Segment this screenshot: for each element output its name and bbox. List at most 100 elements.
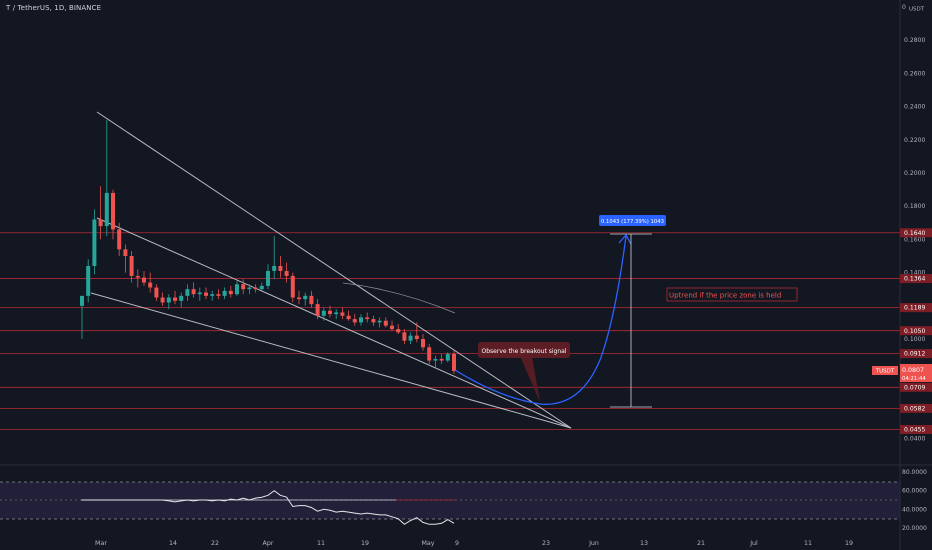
candlestick-series [80,119,456,374]
time-tick-4: 11 [317,540,325,547]
candle-49 [383,317,388,328]
level-label-box-3 [900,326,932,336]
candle-9 [135,269,140,288]
level-label-box-1 [900,274,932,284]
candle-39 [321,307,326,321]
price-axis-unit: USDT [909,7,925,13]
candle-31 [272,236,277,280]
candle-59 [445,352,450,363]
symbol-tag-box [872,366,898,375]
annotations: Observe the breakout signal Uptrend if t… [478,287,798,402]
axes: 0 0.2800 0.2600 0.2400 0.2200 0.2000 0.1800 0.1… [95,0,932,550]
candle-41 [334,309,339,320]
candle-13 [160,292,165,306]
countdown: 04:21:44 [902,376,926,382]
projection-arrow-head [618,233,632,245]
candle-35 [297,290,301,305]
trendlines [90,111,572,429]
uptrend-note-text: Uptrend if the price zone is held [669,292,781,300]
breakout-callout-text: Observe the breakout signal [482,348,567,355]
candle-5 [111,189,115,240]
wedge-lower-line [90,292,572,429]
candle-44 [352,314,357,326]
rsi-panel [0,464,932,525]
breakout-callout-pointer [520,356,540,402]
candle-54 [414,322,419,343]
breakout-callout-box [478,342,570,358]
level-label-7: 0.0455 [904,427,925,434]
candle-21 [210,290,215,301]
level-label-0: 0.1640 [904,230,925,237]
candle-42 [340,307,345,320]
candle-0 [80,295,84,339]
chart-symbol-title: T / TetherUS, 1D, BINANCE [6,4,102,12]
wedge-upper-line [96,111,572,429]
rsi-line [82,490,455,525]
candle-12 [154,284,159,301]
candle-7 [123,244,128,273]
price-tick-1: 0.2800 [904,37,925,44]
candle-58 [439,353,444,364]
candle-10 [142,270,146,286]
candle-14 [166,294,171,310]
candle-57 [433,355,438,368]
price-tick-9: 0.1000 [904,336,925,343]
price-axis-ticks: 0 0.2800 0.2600 0.2400 0.2200 0.2000 0.1800 0.1… [902,4,925,443]
candle-53 [408,332,413,344]
candle-37 [309,290,314,308]
price-tick-2: 0.2600 [904,70,925,77]
level-label-5: 0.0709 [904,384,925,391]
level-label-3: 0.1050 [904,328,925,335]
price-tick-0: 0 [902,4,906,11]
measure-label: 0.1043 (177.39%) 1043 [601,219,664,225]
candle-47 [371,315,376,326]
time-tick-1: 14 [169,540,177,547]
candle-43 [346,310,351,321]
candle-4 [104,119,109,237]
price-tick-8: 0.1400 [904,270,925,277]
candle-2 [92,209,97,275]
candle-30 [266,264,270,290]
candle-60 [452,350,456,374]
candle-3 [98,186,103,240]
price-tick-5: 0.2000 [904,170,925,177]
price-tick-7: 0.1600 [904,236,925,243]
candle-52 [402,329,407,344]
candle-17 [185,284,190,301]
level-label-6: 0.0582 [904,405,925,412]
candle-32 [278,256,283,278]
candle-25 [235,280,239,296]
candle-55 [421,334,425,351]
level-price-labels: 0.1640 0.1364 0.1189 0.1050 0.0912 0.0709 0.05… [900,228,932,434]
resistance-curve [342,282,456,314]
level-label-2: 0.1189 [904,305,925,312]
candle-29 [259,282,264,291]
price-tick-6: 0.1800 [904,203,925,210]
candle-34 [290,272,295,303]
candle-51 [396,324,401,335]
candle-11 [148,272,153,293]
candle-48 [377,317,382,328]
candle-45 [359,314,363,326]
level-label-box-7 [900,424,932,434]
candle-18 [191,282,196,298]
current-price-marker: TUSDT 0.0807 04:21:44 [872,364,932,382]
rsi-tick-1: 60.0000 [902,488,927,495]
rsi-tick-2: 40.0000 [902,506,927,513]
candle-40 [328,305,332,318]
candle-28 [253,284,258,293]
candle-16 [179,292,184,308]
level-label-4: 0.0912 [904,351,925,358]
candle-46 [365,312,370,323]
current-price-box [900,364,932,382]
level-label-box-0 [900,228,932,238]
current-price-value: 0.0807 [902,367,924,374]
price-tick-10: 0.0400 [904,436,925,443]
candle-36 [303,292,308,306]
candle-50 [390,320,394,331]
time-axis-ticks: Mar 14 22 Apr 11 19 May 9 23 Jun 13 21 Jul 11 19 [95,540,853,547]
measure-label-box [599,215,666,226]
time-tick-2: 22 [211,540,219,547]
uptrend-note-box [666,287,798,302]
